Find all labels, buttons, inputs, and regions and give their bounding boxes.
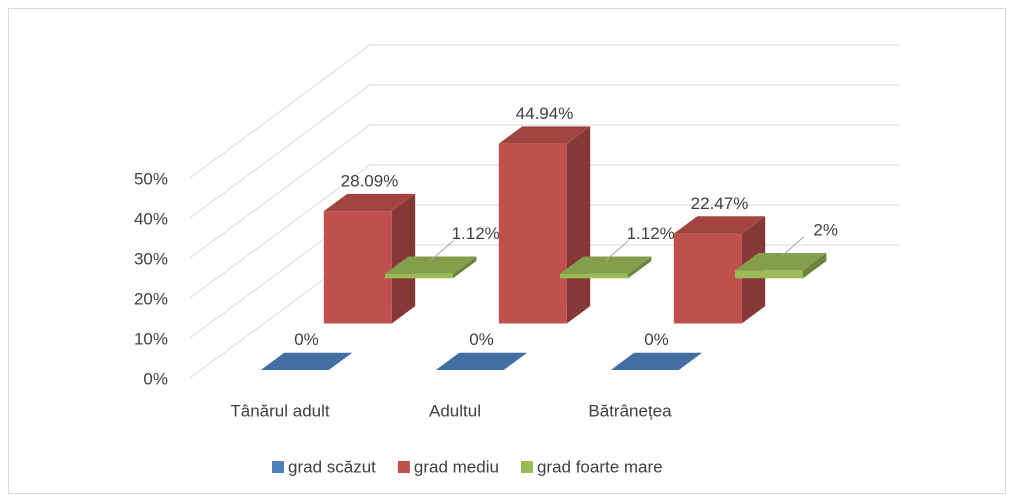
bar-side xyxy=(803,252,827,279)
bar-top xyxy=(560,256,652,274)
legend-label: grad scăzut xyxy=(288,457,376,476)
bar-top xyxy=(610,352,703,371)
bar-side xyxy=(566,126,591,324)
leader-line xyxy=(430,240,455,261)
legend-swatch xyxy=(520,461,533,473)
y-tick-label: 40% xyxy=(134,209,168,228)
legend-swatch xyxy=(272,461,284,473)
legend-label: grad mediu xyxy=(414,457,499,476)
grid-line xyxy=(189,44,900,179)
bar-top xyxy=(260,352,353,371)
bar-side xyxy=(391,193,416,324)
data-label: 0% xyxy=(644,330,669,349)
bar-front xyxy=(498,143,567,324)
data-label: 22.47% xyxy=(691,194,749,213)
bar-side xyxy=(453,256,477,279)
data-label: 28.09% xyxy=(341,171,399,190)
y-tick-label: 0% xyxy=(143,369,168,388)
data-label: 44.94% xyxy=(516,104,574,123)
data-label: 2% xyxy=(813,220,838,239)
bar-side xyxy=(628,256,652,279)
grid-line xyxy=(189,164,900,299)
x-tick-label: Tânărul adult xyxy=(230,401,330,420)
bar-front xyxy=(385,273,453,279)
legend-label: grad foarte mare xyxy=(537,457,663,476)
y-tick-label: 10% xyxy=(134,329,168,348)
bar-top xyxy=(385,256,477,274)
y-tick-label: 20% xyxy=(134,289,168,308)
bar-front xyxy=(560,273,628,279)
bar-top xyxy=(735,252,827,271)
leader-line xyxy=(605,240,630,261)
data-label: 0% xyxy=(469,330,494,349)
y-tick-label: 50% xyxy=(134,169,168,188)
bar-top xyxy=(498,126,591,144)
legend-swatch xyxy=(397,461,410,473)
bar-top xyxy=(673,216,766,234)
grid-line xyxy=(189,124,900,259)
data-label: 0% xyxy=(294,330,319,349)
bar-top xyxy=(323,193,416,212)
bar-front xyxy=(673,233,742,324)
bar-front xyxy=(735,270,803,279)
data-label: 1.12% xyxy=(452,224,500,243)
bar-front xyxy=(323,211,392,324)
bar-top xyxy=(435,352,528,371)
data-label: 1.12% xyxy=(627,224,675,243)
x-tick-label: Bătrânețea xyxy=(588,401,672,420)
leader-line xyxy=(780,236,805,258)
x-tick-label: Adultul xyxy=(429,401,481,420)
y-tick-label: 30% xyxy=(134,249,168,268)
grid-line xyxy=(189,84,900,219)
